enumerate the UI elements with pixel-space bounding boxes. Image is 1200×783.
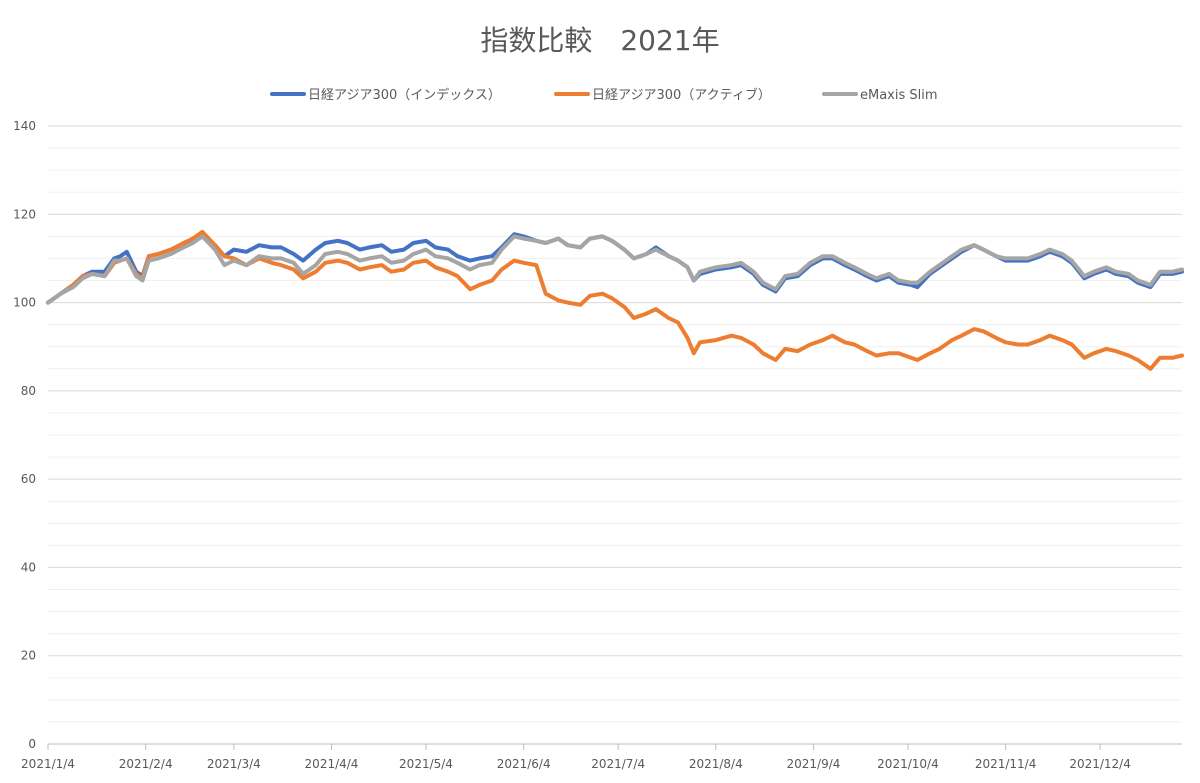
- x-tick-label: 2021/4/4: [305, 757, 359, 771]
- legend: 日経アジア300（インデックス） 日経アジア300（アクティブ） eMaxis Sl…: [270, 87, 938, 103]
- y-tick-label: 40: [21, 560, 36, 574]
- x-tick-label: 2021/12/4: [1069, 757, 1131, 771]
- x-tick-label: 2021/3/4: [207, 757, 261, 771]
- series-lines: [46, 229, 1184, 371]
- y-tick-label: 100: [13, 296, 36, 310]
- series-line-3: [46, 234, 1184, 305]
- y-tick-label: 80: [21, 384, 36, 398]
- legend-label-3: eMaxis Slim: [860, 88, 938, 103]
- axes: 0 20 40 60 80 100 120 140 2021/1/4 2021/2/4 2021/3…: [13, 119, 1182, 771]
- chart-title: 指数比較 2021年: [480, 24, 719, 57]
- x-tick-label: 2021/11/4: [975, 757, 1037, 771]
- series-line-2: [46, 229, 1184, 371]
- x-tick-label: 2021/2/4: [119, 757, 173, 771]
- x-tick-label: 2021/9/4: [786, 757, 840, 771]
- y-tick-label: 120: [13, 207, 36, 221]
- y-tick-label: 60: [21, 472, 36, 486]
- x-tick-label: 2021/5/4: [399, 757, 453, 771]
- x-tick-label: 2021/1/4: [21, 757, 75, 771]
- y-tick-label: 140: [13, 119, 36, 133]
- legend-label-2: 日経アジア300（アクティブ）: [592, 87, 771, 103]
- gridlines: [48, 125, 1182, 745]
- y-tick-label: 20: [21, 649, 36, 663]
- x-tick-label: 2021/10/4: [877, 757, 939, 771]
- y-tick-label: 0: [28, 737, 36, 751]
- legend-label-1: 日経アジア300（インデックス）: [308, 87, 501, 103]
- x-tick-label: 2021/7/4: [591, 757, 645, 771]
- x-tick-label: 2021/8/4: [689, 757, 743, 771]
- x-tick-label: 2021/6/4: [497, 757, 551, 771]
